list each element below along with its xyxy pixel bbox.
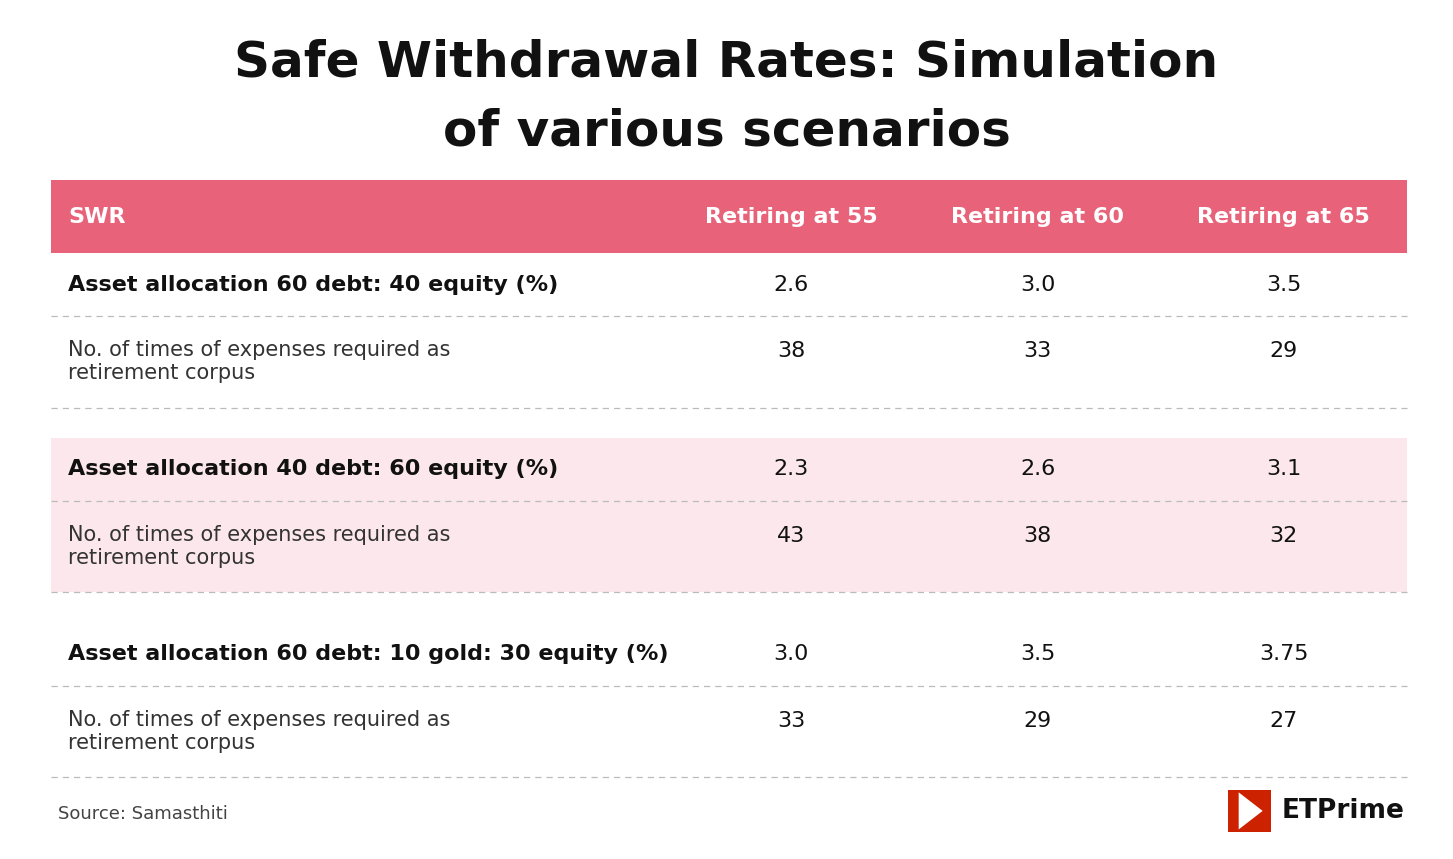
Bar [1228,790,1271,832]
Text: SWR: SWR [68,207,126,227]
Bar [914,623,1161,685]
Bar [914,593,1161,623]
Text: 2.6: 2.6 [1020,460,1055,479]
Bar [668,253,914,316]
Text: 3.5: 3.5 [1020,644,1055,664]
Bar [51,501,668,593]
Bar [1161,438,1407,501]
Bar [51,407,668,438]
Text: 3.75: 3.75 [1260,644,1309,664]
Text: 38: 38 [777,341,805,361]
Bar [51,593,668,623]
Text: 33: 33 [1024,341,1052,361]
Bar [668,685,914,777]
Text: Safe Withdrawal Rates: Simulation: Safe Withdrawal Rates: Simulation [234,39,1219,87]
Bar [1161,316,1407,407]
Text: Retiring at 60: Retiring at 60 [952,207,1125,227]
Text: 29: 29 [1024,710,1052,731]
Bar [668,407,914,438]
Bar [51,316,668,407]
Text: No. of times of expenses required as
retirement corpus: No. of times of expenses required as ret… [68,525,450,569]
Bar [914,501,1161,593]
Text: 27: 27 [1270,710,1298,731]
Bar [914,316,1161,407]
Text: of various scenarios: of various scenarios [443,107,1010,155]
Text: 2.6: 2.6 [773,275,809,295]
Bar [914,685,1161,777]
Bar [1161,253,1407,316]
Text: 33: 33 [777,710,805,731]
Text: 38: 38 [1024,526,1052,545]
Text: Retiring at 65: Retiring at 65 [1197,207,1370,227]
Bar [1161,501,1407,593]
Bar [51,438,668,501]
Text: ETPrime: ETPrime [1282,798,1405,824]
Text: No. of times of expenses required as
retirement corpus: No. of times of expenses required as ret… [68,340,450,383]
Text: Asset allocation 60 debt: 40 equity (%): Asset allocation 60 debt: 40 equity (%) [68,275,558,295]
Bar [51,253,668,316]
Text: 3.1: 3.1 [1266,460,1302,479]
Bar [668,438,914,501]
Bar [668,623,914,685]
Bar [51,623,668,685]
Bar [1161,180,1407,253]
Bar [914,407,1161,438]
Bar [668,180,914,253]
Bar [1161,593,1407,623]
Bar [668,316,914,407]
Bar [1161,623,1407,685]
Text: Source: Samasthiti: Source: Samasthiti [58,806,228,823]
Bar [1161,685,1407,777]
Text: 32: 32 [1270,526,1298,545]
Text: 2.3: 2.3 [773,460,809,479]
Bar [51,685,668,777]
Text: 43: 43 [777,526,805,545]
Text: Asset allocation 60 debt: 10 gold: 30 equity (%): Asset allocation 60 debt: 10 gold: 30 eq… [68,644,668,664]
Bar [668,501,914,593]
Bar [914,180,1161,253]
Text: 3.0: 3.0 [773,644,809,664]
Bar [668,593,914,623]
Bar [914,253,1161,316]
Text: 3.0: 3.0 [1020,275,1055,295]
Text: Retiring at 55: Retiring at 55 [705,207,878,227]
Text: No. of times of expenses required as
retirement corpus: No. of times of expenses required as ret… [68,710,450,753]
Bar [914,438,1161,501]
Text: 29: 29 [1270,341,1298,361]
Polygon shape [1238,792,1263,830]
Bar [51,180,668,253]
Bar [1161,407,1407,438]
Text: Asset allocation 40 debt: 60 equity (%): Asset allocation 40 debt: 60 equity (%) [68,460,558,479]
Text: 3.5: 3.5 [1266,275,1302,295]
